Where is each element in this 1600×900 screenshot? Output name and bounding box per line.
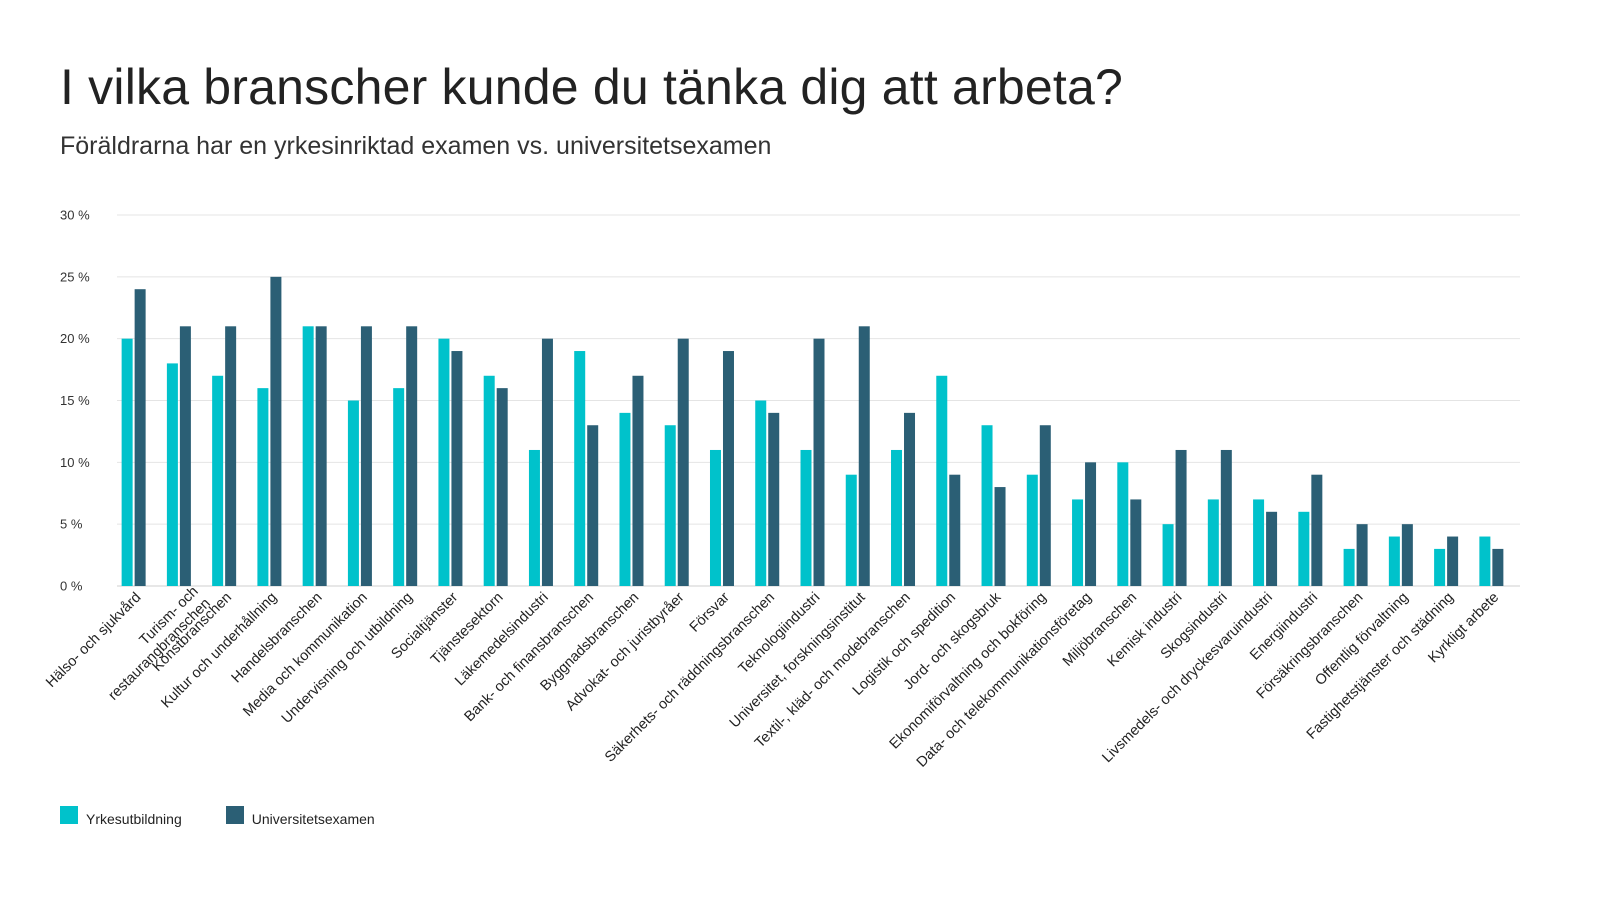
bar-universitetsexamen (677, 338, 689, 586)
bar-yrkesutbildning (212, 375, 224, 586)
bar-yrkesutbildning (1072, 499, 1084, 586)
bar-yrkesutbildning (709, 449, 721, 586)
bar-yrkesutbildning (1298, 511, 1310, 586)
bar-yrkesutbildning (845, 474, 857, 586)
bar-universitetsexamen (949, 474, 961, 586)
bar-yrkesutbildning (257, 388, 269, 586)
bar-yrkesutbildning (1026, 474, 1038, 586)
y-tick-label: 15 % (60, 393, 90, 408)
bar-universitetsexamen (722, 351, 734, 586)
bar-yrkesutbildning (891, 449, 903, 586)
legend-label: Yrkesutbildning (86, 811, 182, 827)
bar-universitetsexamen (1447, 536, 1459, 586)
bar-yrkesutbildning (800, 449, 812, 586)
bar-yrkesutbildning (1162, 524, 1174, 586)
bar-universitetsexamen (1492, 548, 1504, 586)
legend-swatch-universitetsexamen (225, 806, 244, 824)
x-category-label: Teknologiindustri (736, 590, 824, 678)
x-category-label: Livsmedels- och dryckesvaruindustri (1099, 590, 1276, 767)
bar-universitetsexamen (1175, 449, 1187, 586)
bar-yrkesutbildning (1253, 499, 1265, 586)
bar-yrkesutbildning (347, 400, 359, 586)
bar-universitetsexamen (994, 487, 1006, 586)
y-tick-label: 20 % (60, 331, 90, 346)
bar-universitetsexamen (179, 326, 191, 586)
bar-universitetsexamen (1311, 474, 1323, 586)
bar-yrkesutbildning (981, 425, 993, 586)
bar-yrkesutbildning (936, 375, 948, 586)
bar-yrkesutbildning (755, 400, 767, 586)
bar-universitetsexamen (225, 326, 237, 586)
bar-universitetsexamen (270, 276, 282, 586)
bar-universitetsexamen (1220, 449, 1232, 586)
bar-universitetsexamen (587, 425, 599, 586)
bar-yrkesutbildning (483, 375, 495, 586)
bar-universitetsexamen (406, 326, 418, 586)
bar-universitetsexamen (496, 388, 508, 586)
bar-universitetsexamen (904, 412, 916, 586)
bar-universitetsexamen (858, 326, 870, 586)
bar-yrkesutbildning (121, 338, 133, 586)
y-tick-label: 5 % (60, 517, 83, 532)
bar-universitetsexamen (315, 326, 327, 586)
legend-item-yrkesutbildning: Yrkesutbildning (60, 806, 182, 827)
bar-yrkesutbildning (574, 351, 586, 586)
bar-yrkesutbildning (619, 412, 631, 586)
bar-universitetsexamen (1266, 511, 1278, 586)
bar-yrkesutbildning (1388, 536, 1400, 586)
y-tick-label: 10 % (60, 455, 90, 470)
chart-title: I vilka branscher kunde du tänka dig att… (60, 59, 1124, 115)
bar-universitetsexamen (134, 289, 146, 586)
chart-subtitle: Föräldrarna har en yrkesinriktad examen … (60, 132, 772, 160)
x-category-label: Turism- ochrestaurangbranschen (93, 584, 213, 704)
bar-yrkesutbildning (1117, 462, 1129, 586)
bar-universitetsexamen (541, 338, 553, 586)
legend: Yrkesutbildning Universitetsexamen (60, 806, 375, 827)
bar-yrkesutbildning (528, 449, 540, 586)
y-axis-ticks: 0 % 5 % 10 % 15 % 20 % 25 % 30 % (60, 208, 90, 594)
y-tick-label: 30 % (60, 208, 90, 223)
bars (121, 276, 1504, 586)
bar-yrkesutbildning (1479, 536, 1491, 586)
bar-yrkesutbildning (1343, 548, 1355, 586)
bar-universitetsexamen (1039, 425, 1051, 586)
bar-universitetsexamen (1085, 462, 1097, 586)
legend-swatch-yrkesutbildning (60, 806, 78, 824)
bar-universitetsexamen (1130, 499, 1142, 586)
bar-yrkesutbildning (1434, 548, 1446, 586)
y-tick-label: 0 % (60, 579, 83, 594)
bar-universitetsexamen (813, 338, 825, 586)
bar-yrkesutbildning (1207, 499, 1219, 586)
bar-universitetsexamen (1401, 524, 1413, 586)
bar-universitetsexamen (1356, 524, 1368, 586)
bar-universitetsexamen (360, 326, 372, 586)
legend-item-universitetsexamen: Universitetsexamen (225, 806, 375, 827)
bar-yrkesutbildning (664, 425, 676, 586)
bar-yrkesutbildning (393, 388, 405, 586)
bar-yrkesutbildning (438, 338, 450, 586)
x-category-label: Försvar (687, 589, 733, 635)
bar-universitetsexamen (632, 375, 644, 586)
y-tick-label: 25 % (60, 269, 90, 284)
legend-label: Universitetsexamen (251, 811, 375, 827)
bar-universitetsexamen (768, 412, 780, 586)
bar-yrkesutbildning (302, 326, 314, 586)
bar-yrkesutbildning (166, 363, 178, 586)
bar-universitetsexamen (451, 351, 463, 586)
